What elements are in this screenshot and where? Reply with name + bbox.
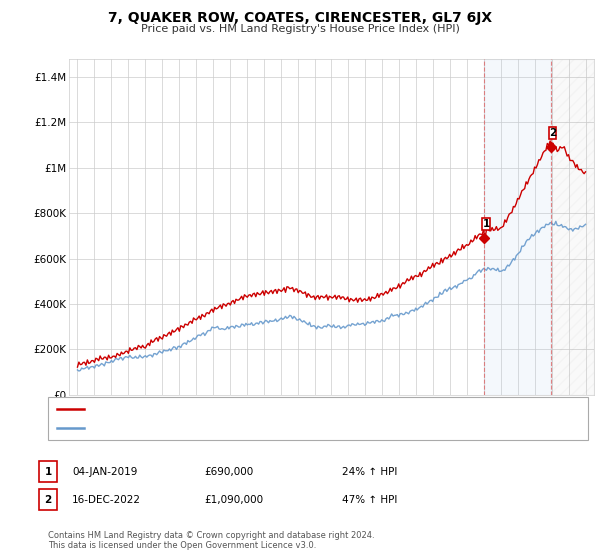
Bar xyxy=(484,59,551,395)
Text: 2: 2 xyxy=(44,494,52,505)
Text: 2: 2 xyxy=(549,128,556,138)
Text: This data is licensed under the Open Government Licence v3.0.: This data is licensed under the Open Gov… xyxy=(48,541,316,550)
Text: Price paid vs. HM Land Registry's House Price Index (HPI): Price paid vs. HM Land Registry's House … xyxy=(140,24,460,34)
FancyBboxPatch shape xyxy=(549,127,556,139)
Text: HPI: Average price, detached house, Cotswold: HPI: Average price, detached house, Cots… xyxy=(89,423,319,433)
Text: 04-JAN-2019: 04-JAN-2019 xyxy=(72,466,137,477)
Text: 7, QUAKER ROW, COATES, CIRENCESTER, GL7 6JX (detached house): 7, QUAKER ROW, COATES, CIRENCESTER, GL7 … xyxy=(89,404,427,414)
FancyBboxPatch shape xyxy=(482,218,490,230)
Text: 1: 1 xyxy=(44,466,52,477)
Text: £690,000: £690,000 xyxy=(204,466,253,477)
Text: Contains HM Land Registry data © Crown copyright and database right 2024.: Contains HM Land Registry data © Crown c… xyxy=(48,531,374,540)
Text: 1: 1 xyxy=(482,219,490,229)
Text: £1,090,000: £1,090,000 xyxy=(204,494,263,505)
Text: 7, QUAKER ROW, COATES, CIRENCESTER, GL7 6JX: 7, QUAKER ROW, COATES, CIRENCESTER, GL7 … xyxy=(108,11,492,25)
Text: 47% ↑ HPI: 47% ↑ HPI xyxy=(342,494,397,505)
Bar xyxy=(551,59,594,395)
Text: 24% ↑ HPI: 24% ↑ HPI xyxy=(342,466,397,477)
Text: 16-DEC-2022: 16-DEC-2022 xyxy=(72,494,141,505)
